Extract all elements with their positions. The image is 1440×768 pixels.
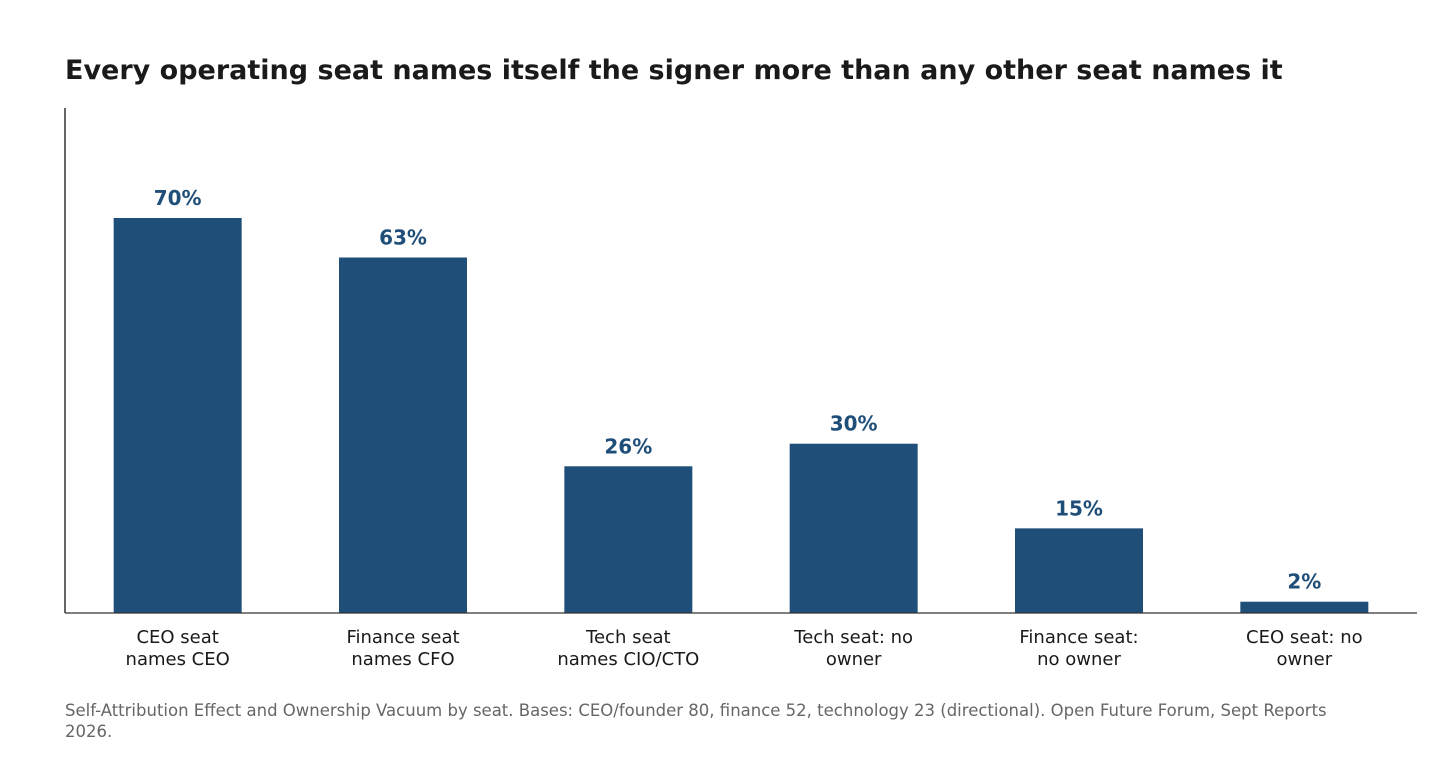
bar-chart: 70% 63% 26% 30% 15% 2% CEO seat names CEO Finan… <box>64 108 1417 670</box>
bars-layer <box>113 218 1369 613</box>
bar-0 <box>113 218 242 613</box>
bar-1 <box>339 257 467 613</box>
x-tick-label-line: Finance seat <box>346 627 459 648</box>
chart-title: Every operating seat names itself the si… <box>65 55 1283 86</box>
x-tick-label-line: Tech seat <box>585 627 671 648</box>
bar-3 <box>789 443 918 613</box>
x-tick-label-line: no owner <box>1037 649 1121 670</box>
value-label-4: 15% <box>1055 496 1103 520</box>
bar-2 <box>564 466 693 613</box>
x-tick-labels-layer: CEO seat names CEO Finance seat names CFO Te… <box>126 627 1363 670</box>
x-tick-label-line: owner <box>1277 649 1333 670</box>
x-tick-label-3: Tech seat: no owner <box>793 627 913 670</box>
x-tick-label-2: Tech seat names CIO/CTO <box>557 627 699 670</box>
x-tick-label-0: CEO seat names CEO <box>126 627 230 670</box>
bar-4 <box>1015 528 1143 613</box>
value-label-2: 26% <box>604 434 652 458</box>
x-tick-label-line: CEO seat <box>136 627 218 648</box>
value-label-3: 30% <box>830 412 878 436</box>
x-tick-label-5: CEO seat: no owner <box>1246 627 1363 670</box>
x-tick-label-line: Finance seat: <box>1019 627 1138 648</box>
x-tick-label-line: CEO seat: no <box>1246 627 1363 648</box>
x-tick-label-line: names CFO <box>351 649 454 670</box>
value-label-5: 2% <box>1287 570 1321 594</box>
value-label-0: 70% <box>154 186 202 210</box>
value-labels-layer: 70% 63% 26% 30% 15% 2% <box>154 186 1322 594</box>
chart-source-note: Self-Attribution Effect and Ownership Va… <box>65 701 1327 741</box>
x-tick-label-4: Finance seat: no owner <box>1019 627 1138 670</box>
x-tick-label-line: names CEO <box>126 649 230 670</box>
x-tick-label-line: Tech seat: no <box>793 627 913 648</box>
bar-5 <box>1240 601 1369 613</box>
x-tick-label-line: names CIO/CTO <box>557 649 699 670</box>
x-tick-label-1: Finance seat names CFO <box>346 627 459 670</box>
value-label-1: 63% <box>379 226 427 250</box>
x-tick-label-line: owner <box>826 649 882 670</box>
